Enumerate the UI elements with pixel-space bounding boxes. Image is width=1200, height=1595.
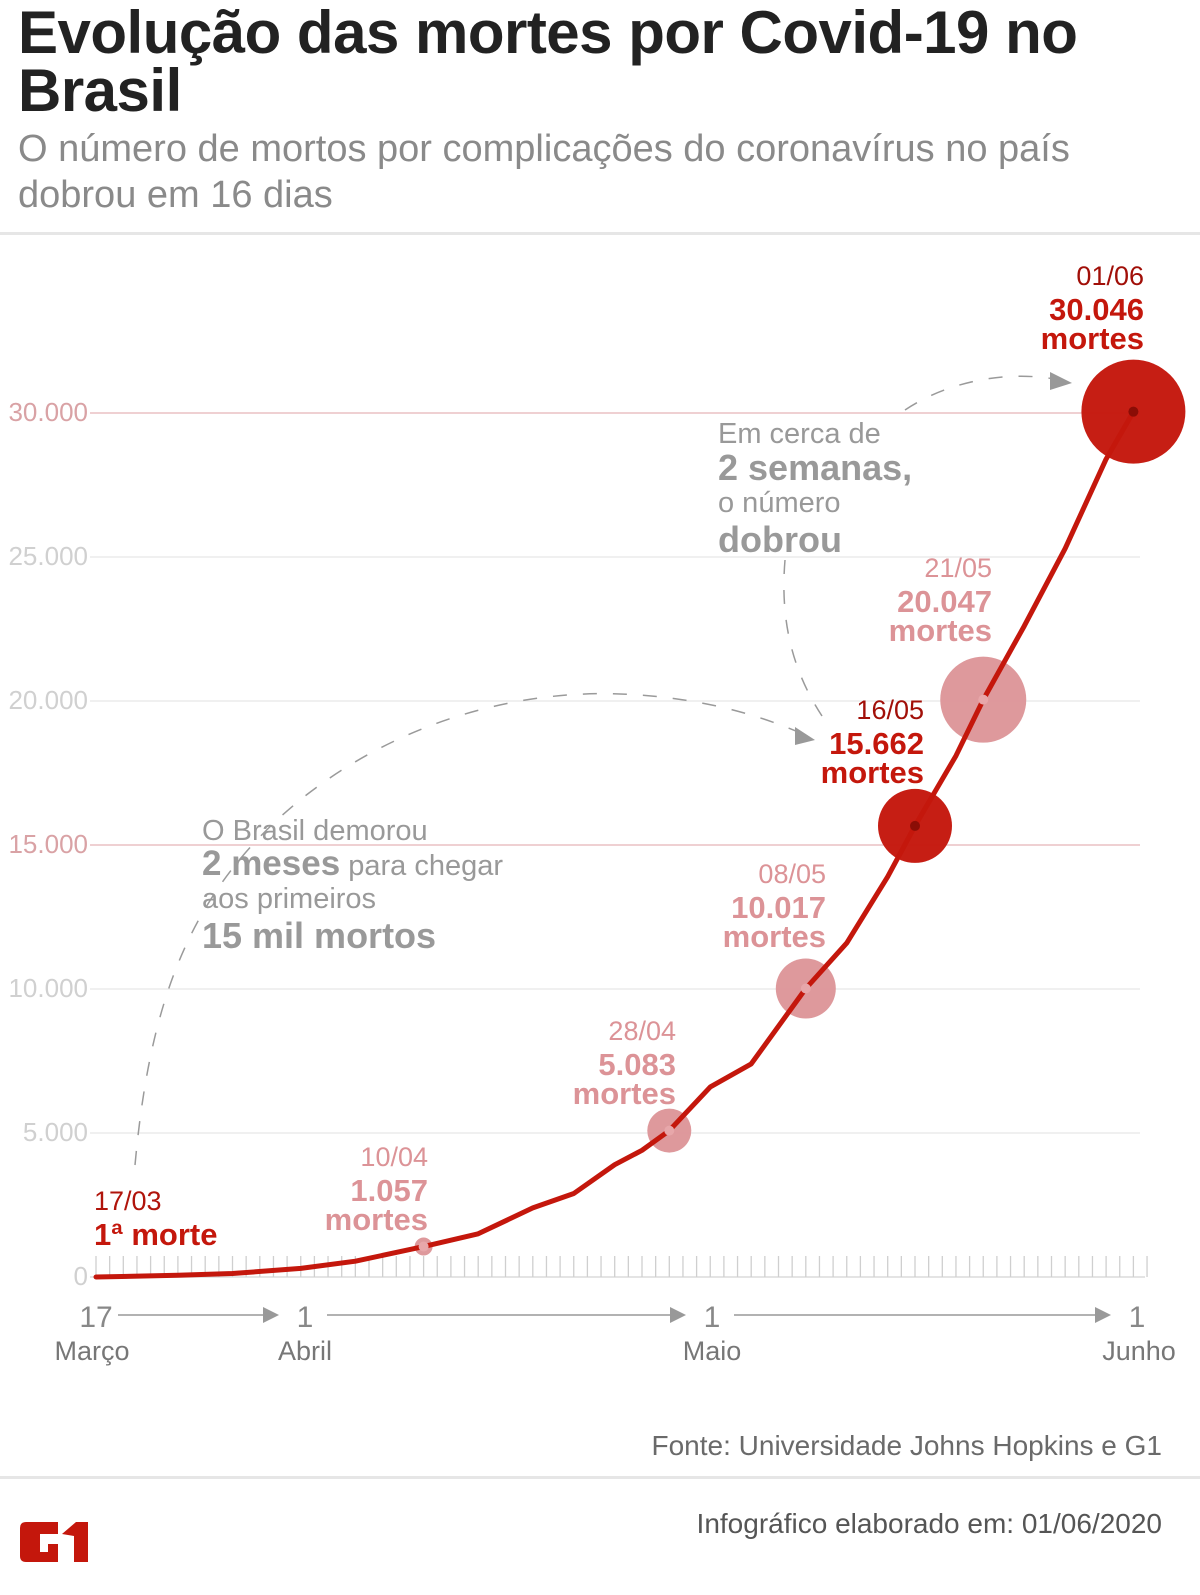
creation-date: Infográfico elaborado em: 01/06/2020	[696, 1508, 1162, 1539]
point-dot	[418, 1241, 429, 1252]
highlight-dots	[418, 406, 1139, 1252]
point-unit: mortes	[325, 1202, 428, 1237]
arrow-head-icon	[1050, 372, 1072, 390]
two-weeks-line1: Em cerca de	[718, 418, 881, 450]
x-tick-month: Maio	[683, 1336, 742, 1366]
point-value: 30.046	[1049, 292, 1144, 327]
point-unit: mortes	[821, 755, 924, 790]
point-unit: mortes	[723, 919, 826, 954]
two-weeks-arc-down	[783, 559, 823, 717]
x-tick-month: Abril	[278, 1336, 332, 1366]
point-dot	[1128, 406, 1139, 417]
arrow-head-icon	[670, 1307, 686, 1323]
y-tick-label: 5.000	[23, 1117, 88, 1147]
point-dot	[664, 1125, 675, 1136]
two-months-arc	[134, 692, 806, 1166]
two-weeks-line4: dobrou	[718, 519, 842, 560]
point-value: 1ª morte	[94, 1217, 217, 1252]
point-value: 15.662	[829, 726, 924, 761]
point-date: 10/04	[360, 1142, 428, 1172]
x-tick-day: 1	[297, 1301, 314, 1334]
annotation-arrows	[134, 372, 1072, 1166]
x-axis-day-ticks	[90, 1256, 1148, 1278]
annotation-text: O Brasil demorou 2 meses para chegar aos…	[202, 418, 912, 956]
point-value: 10.017	[731, 890, 826, 925]
x-tick-day: 1	[704, 1301, 721, 1334]
chart-title: Evolução das mortes por Covid-19 no Bras…	[18, 0, 1078, 124]
point-unit: mortes	[573, 1076, 676, 1111]
point-date: 17/03	[94, 1186, 162, 1216]
point-date: 21/05	[924, 553, 992, 583]
source-note: Fonte: Universidade Johns Hopkins e G1	[651, 1430, 1163, 1461]
point-date: 08/05	[758, 859, 826, 889]
point-date: 16/05	[856, 695, 924, 725]
two-weeks-line3: o número	[718, 487, 841, 519]
y-tick-label: 10.000	[8, 973, 88, 1003]
footer-divider	[0, 1476, 1200, 1479]
arrow-head-icon	[263, 1307, 279, 1323]
deaths-line	[93, 409, 1136, 1280]
two-months-line1: O Brasil demorou	[202, 815, 428, 847]
point-date: 28/04	[608, 1016, 676, 1046]
point-dot	[800, 983, 811, 994]
gridlines	[90, 412, 1140, 1134]
point-value: 20.047	[897, 584, 992, 619]
g1-logo-icon	[20, 1522, 88, 1562]
arrow-head-icon	[1095, 1307, 1111, 1323]
chart-subtitle: O número de mortos por complicações do c…	[18, 128, 1070, 216]
point-value: 5.083	[598, 1047, 676, 1082]
point-unit: mortes	[1041, 321, 1144, 356]
x-tick-month: Março	[54, 1336, 129, 1366]
x-tick-month: Junho	[1102, 1336, 1176, 1366]
y-tick-label: 25.000	[8, 541, 88, 571]
y-tick-label: 30.000	[8, 397, 88, 427]
x-tick-day: 17	[79, 1301, 112, 1334]
two-weeks-arc-up	[904, 375, 1061, 411]
two-months-line2: 2 meses para chegar	[202, 844, 503, 883]
two-weeks-line2: 2 semanas,	[718, 447, 912, 488]
y-tick-label: 20.000	[8, 685, 88, 715]
y-axis-labels: 0 5.000 10.000 15.000 20.000 25.000 30.000	[8, 397, 88, 1291]
point-dot	[978, 694, 989, 705]
point-unit: mortes	[889, 613, 992, 648]
header-divider	[0, 232, 1200, 235]
two-months-line3: aos primeiros	[202, 883, 376, 915]
point-date: 01/06	[1076, 261, 1144, 291]
x-tick-day: 1	[1129, 1301, 1146, 1334]
point-value: 1.057	[350, 1173, 428, 1208]
point-dot	[910, 820, 920, 831]
arrow-head-icon	[795, 727, 815, 745]
two-months-line4: 15 mil mortos	[202, 915, 436, 956]
y-tick-label: 15.000	[8, 829, 88, 859]
y-tick-label: 0	[74, 1261, 88, 1291]
